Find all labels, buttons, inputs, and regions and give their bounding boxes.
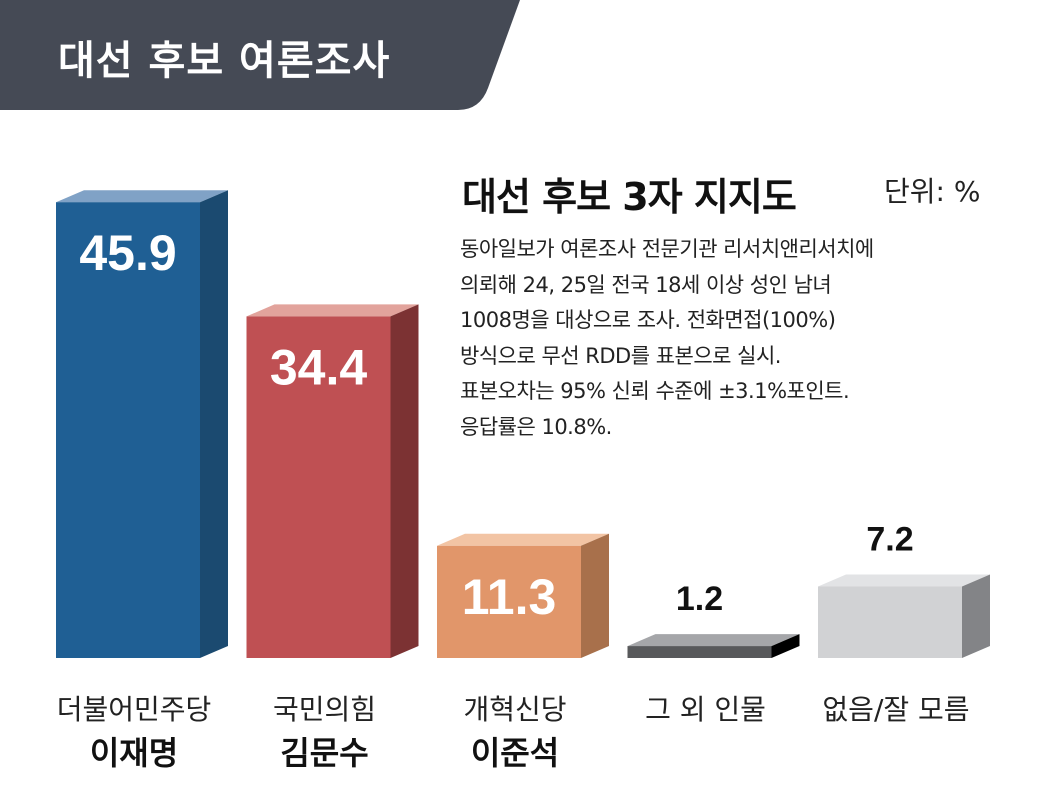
category-label: 더불어민주당	[57, 693, 212, 726]
bar	[818, 586, 962, 658]
bar-side	[200, 190, 228, 658]
chart-title: 대선 후보 3자 지지도	[462, 175, 797, 219]
page-title: 대선 후보 여론조사	[58, 38, 391, 84]
bar	[56, 202, 200, 658]
bar-top	[56, 190, 228, 203]
bar-side	[390, 304, 419, 658]
category-label: 국민의힘	[273, 693, 376, 726]
data-label: 34.4	[270, 339, 368, 395]
note-line: 1008명을 대상으로 조사. 전화면접(100%)	[460, 308, 836, 332]
bar-side	[962, 574, 990, 658]
data-label: 7.2	[866, 521, 913, 559]
unit-label: 단위: %	[884, 175, 981, 208]
note-line: 응답률은 10.8%.	[460, 414, 612, 439]
bar-top	[627, 634, 800, 647]
bar	[437, 545, 581, 658]
note-line: 의뢰해 24, 25일 전국 18세 이상 성인 남녀	[460, 272, 832, 297]
bar-top	[818, 574, 990, 587]
survey-note: 동아일보가 여론조사 전문기관 리서치앤리서치에 의뢰해 24, 25일 전국 …	[460, 232, 874, 445]
note-line: 표본오차는 95% 신뢰 수준에 ±3.1%포인트.	[460, 379, 850, 403]
bar	[627, 646, 772, 658]
category-label: 그 외 인물	[645, 693, 766, 726]
bar-top	[246, 304, 419, 317]
candidate-label: 김문수	[280, 734, 368, 772]
data-label: 11.3	[462, 569, 557, 625]
candidate-label: 이재명	[90, 734, 178, 772]
candidate-label: 이준석	[471, 734, 559, 772]
header-banner	[0, 0, 520, 110]
note-line: 동아일보가 여론조사 전문기관 리서치앤리서치에	[460, 237, 874, 261]
category-label: 개혁신당	[463, 693, 566, 726]
bar-side	[581, 533, 609, 658]
bar	[246, 316, 391, 658]
data-label: 1.2	[676, 580, 723, 618]
note-line: 방식으로 무선 RDD를 표본으로 실시.	[460, 343, 781, 368]
category-label: 없음/잘 모름	[822, 693, 969, 726]
bar-side	[771, 634, 800, 658]
bar-top	[437, 533, 609, 546]
data-label: 45.9	[79, 225, 176, 281]
